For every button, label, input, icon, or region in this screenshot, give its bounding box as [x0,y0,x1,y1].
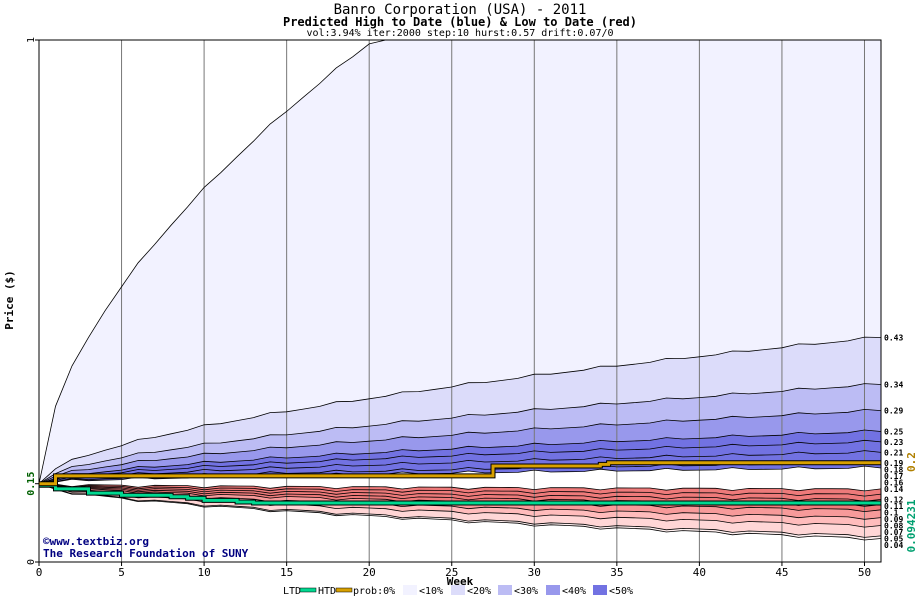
x-tick-label: 35 [610,566,623,579]
y-axis-ticks: 0 0.15 1 [26,37,39,565]
x-axis-label: Week [447,575,474,588]
x-tick-label: 20 [363,566,376,579]
contour-line [38,483,882,492]
right-value-label: 0.04 [884,541,903,550]
contour-line [38,483,882,538]
right-value-label: 0.14 [884,485,903,494]
right-value-label: 0.08 [884,521,903,530]
high-band-3 [39,409,881,484]
y-axis-label: Price ($) [3,270,16,330]
low-band-6 [39,483,881,502]
contour-line [38,408,882,485]
legend-box-swatch [546,585,560,595]
x-tick-label: 0 [36,566,43,579]
contour-line [38,450,882,485]
foundation-watermark: The Research Foundation of SUNY [43,547,249,560]
right-value-label: 0.23 [884,438,903,447]
legend-label: <30% [514,586,538,597]
right-value-label: 0.07 [884,528,903,537]
low-band-7 [39,483,881,497]
right-value-label: 0.18 [884,465,903,474]
x-tick-label: 45 [775,566,788,579]
y-tick-label: 0.15 [26,472,37,496]
right-value-label: 0.43 [884,334,903,343]
right-value-label: 0.09 [884,515,903,524]
contour-line [38,429,882,485]
right-value-label: 0.05 [884,534,903,543]
legend-box-swatch [403,585,417,595]
legend-label: <50% [609,586,633,597]
right-value-label: 0.17 [884,472,903,481]
legend-line-swatch [335,587,353,593]
ltd-value-label: 0.094231 [905,499,918,552]
legend-box-swatch [593,585,607,595]
y-tick-label: 1 [26,37,37,43]
contour-line [38,383,882,485]
right-value-labels: 0.43 0.34 0.29 0.250.230.21 0.190.180.170.16… [884,334,903,550]
chart-subtitle: Predicted High to Date (blue) & Low to D… [282,15,637,29]
right-value-label: 0.29 [884,407,903,416]
x-tick-label: 40 [693,566,706,579]
x-tick-label: 15 [280,566,293,579]
plot-frame [38,39,882,563]
high-band-0 [39,40,881,484]
chart-title: Banro Corporation (USA) - 2011 [333,2,587,18]
series-line-prob0 [39,461,881,486]
right-value-label: 0.1 [884,508,899,517]
right-value-label: 0.16 [884,478,903,487]
low-band-3 [39,483,881,520]
right-value-label: 0.34 [884,381,903,390]
legend-label: <10% [419,586,443,597]
x-tick-label: 30 [528,566,541,579]
high-band-1 [39,337,881,484]
contour-line [38,483,882,541]
legend-label: prob:0% [353,586,395,597]
legend-label: <20% [467,586,491,597]
x-tick-label: 50 [858,566,871,579]
legend-line-swatch [299,587,317,593]
high-band-7 [39,461,881,484]
right-value-label: 0.25 [884,428,903,437]
series-line-htd [39,483,881,505]
series-lines [39,460,881,506]
right-value-label: 0.21 [884,448,903,457]
contour-line [38,483,882,502]
legend-box-swatch [451,585,465,595]
x-tick-label: 5 [118,566,125,579]
high-band-4 [39,430,881,484]
right-value-label: 0.12 [884,495,903,504]
legend-label: LTD [283,586,301,597]
low-band-2 [39,483,881,528]
legend: LTD HTD prob:0% <10% <20% <30% <40% <50% [283,585,633,597]
chart-parameters: vol:3.94% iter:2000 step:10 hurst:0.57 d… [306,28,614,39]
right-value-label: 0.11 [884,502,903,511]
high-band-6 [39,450,881,484]
prob-value-label: 0.2 [905,452,918,472]
contour-line [38,439,882,485]
contour-line [38,336,882,484]
legend-label: <40% [562,586,586,597]
x-axis-ticks: 0 5 10 15 20 25 30 35 40 45 50 [36,562,871,579]
contour-line [38,483,882,497]
legend-label: HTD [318,586,336,597]
copyright-watermark: ©www.textbiz.org [43,535,149,548]
low-band-1 [39,483,881,538]
right-value-label: 0.19 [884,459,903,468]
x-tick-label: 10 [197,566,210,579]
legend-box-swatch [498,585,512,595]
x-tick-label: 25 [445,566,458,579]
y-tick-label: 0 [26,559,37,565]
high-band-5 [39,440,881,484]
